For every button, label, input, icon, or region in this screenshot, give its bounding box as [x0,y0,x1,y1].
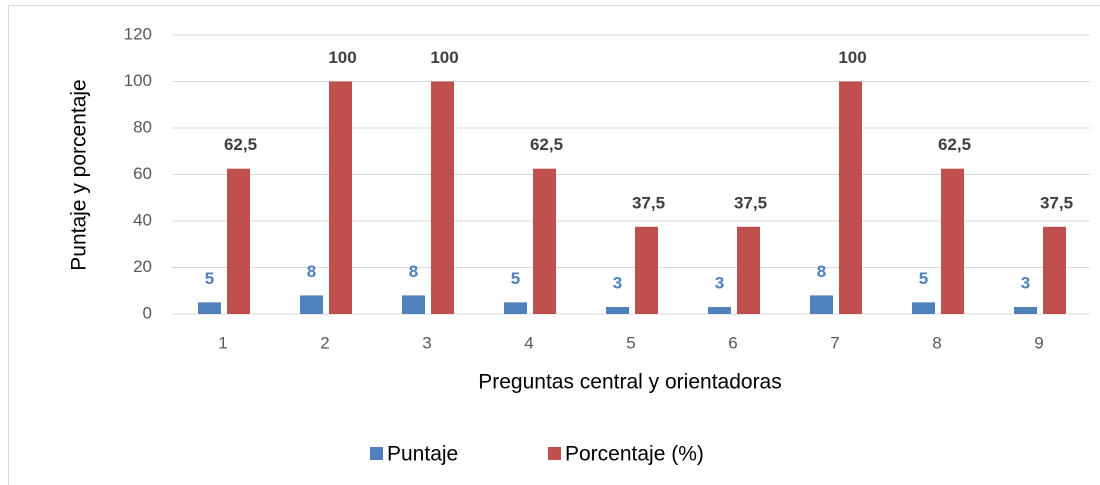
y-tick-label: 120 [124,24,152,43]
x-tick-label: 3 [422,333,431,352]
data-label: 37,5 [632,193,665,212]
bar [227,168,250,314]
data-label: 3 [613,274,622,293]
y-tick-label: 60 [133,164,152,183]
bar [402,295,425,314]
bar [912,302,935,314]
x-tick-label: 6 [728,333,737,352]
legend-swatch [548,447,561,460]
y-tick-label: 0 [143,303,152,322]
chart-border [8,5,1100,485]
data-label: 3 [1021,274,1030,293]
x-axis-title: Preguntas central y orientadoras [478,371,782,394]
data-label: 37,5 [1040,193,1073,212]
y-tick-label: 80 [133,117,152,136]
bar [329,81,352,314]
data-label: 8 [307,262,316,281]
data-label: 8 [409,262,418,281]
data-label: 100 [328,48,356,67]
y-tick-label: 20 [133,257,152,276]
data-label: 8 [817,262,826,281]
bar [839,81,862,314]
data-label: 3 [715,274,724,293]
bar [737,226,760,314]
bar [941,168,964,314]
x-tick-label: 9 [1034,333,1043,352]
data-label: 62,5 [938,135,971,154]
legend-swatch [370,447,383,460]
bar [606,307,629,314]
bar [810,295,833,314]
x-tick-label: 1 [218,333,227,352]
data-label: 100 [430,48,458,67]
bar [431,81,454,314]
legend-label: Puntaje [387,443,458,466]
data-label: 62,5 [224,135,257,154]
data-label: 5 [205,269,214,288]
bar [708,307,731,314]
data-label: 100 [838,48,866,67]
y-tick-label: 100 [124,71,152,90]
data-label: 62,5 [530,135,563,154]
bar [533,168,556,314]
x-tick-label: 5 [626,333,635,352]
y-tick-label: 40 [133,210,152,229]
x-tick-label: 4 [524,333,533,352]
data-label: 5 [919,269,928,288]
data-label: 37,5 [734,193,767,212]
y-axis-title: Puntaje y porcentaje [68,79,91,270]
legend-label: Porcentaje (%) [565,443,704,466]
data-label: 5 [511,269,520,288]
bar [1043,226,1066,314]
x-tick-label: 7 [830,333,839,352]
x-tick-label: 2 [320,333,329,352]
bar [198,302,221,314]
bar [1014,307,1037,314]
bar [504,302,527,314]
bar [635,226,658,314]
x-tick-label: 8 [932,333,941,352]
bar [300,295,323,314]
